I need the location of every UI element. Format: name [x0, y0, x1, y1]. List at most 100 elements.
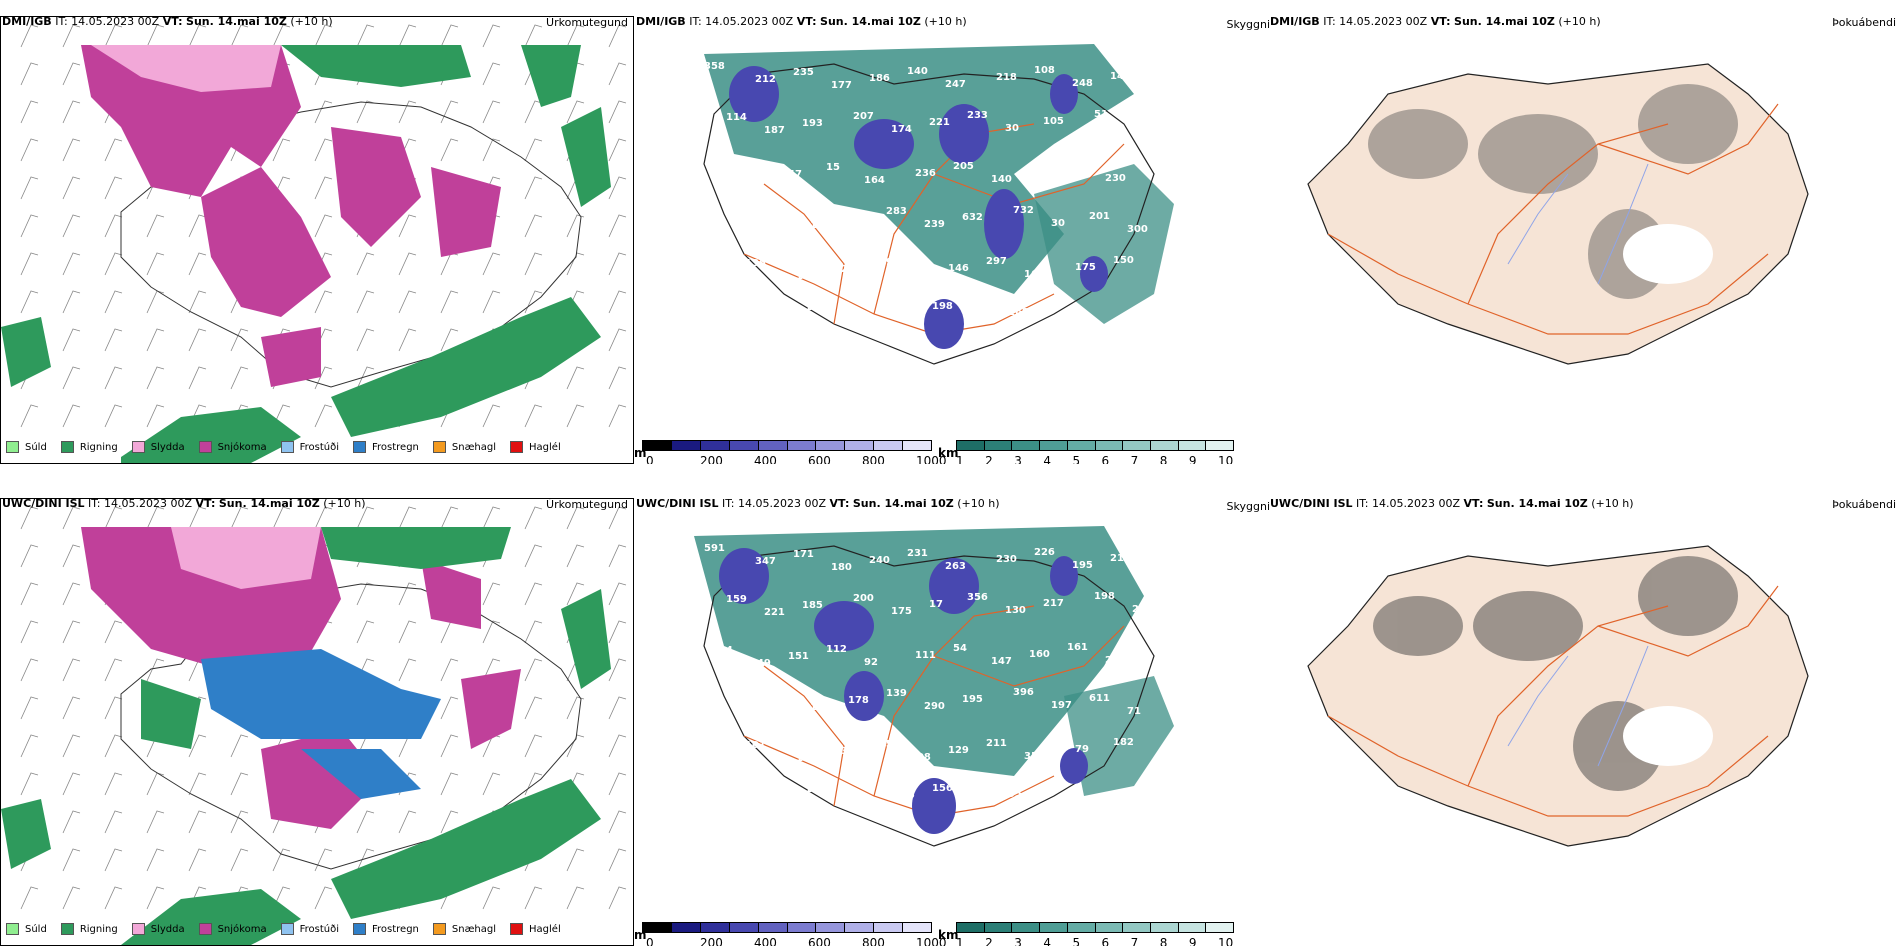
cloudbase-value-label: 230 [1105, 173, 1126, 184]
colorbar-segment [1012, 441, 1041, 450]
cloudbase-value-label: 140 [907, 66, 928, 77]
cloudbase-value-label: 198 [1094, 591, 1115, 602]
cloud-field [694, 526, 1144, 776]
wind-barb [608, 886, 627, 910]
wind-barb [524, 506, 543, 530]
wind-barb [104, 366, 123, 390]
cloudbase-unit: m [634, 928, 647, 942]
colorbar-tick-label: 800 [862, 454, 885, 464]
wind-barb [20, 506, 39, 530]
cloudbase-value-label: 71 [1127, 706, 1141, 717]
sleet-areas [171, 527, 321, 589]
cloudbase-value-label: 195 [1072, 560, 1093, 571]
wind-barb [398, 290, 417, 314]
panel-header: UWC/DINI ISL IT: 14.05.2023 00Z VT: Sun.… [2, 497, 366, 510]
snow-areas [81, 45, 501, 387]
colorbar-segment [671, 923, 701, 932]
cloudbase-value-label: 611 [1089, 693, 1110, 704]
wind-barb [566, 696, 585, 720]
colorbar-segment [1123, 441, 1151, 450]
precip-legend: Súld Rigning Slydda Snjókoma Frostúði Frostre… [6, 923, 575, 935]
wind-barb [188, 24, 207, 48]
cloudbase-value-label: 114 [1046, 320, 1067, 331]
cloudbase-value-label: 197 [1051, 700, 1072, 711]
wind-barb [104, 734, 123, 758]
wind-barb [482, 506, 501, 530]
wind-barb [20, 886, 39, 910]
legend-label: Frostúði [299, 441, 339, 453]
wind-barb [230, 810, 249, 834]
fog-panel-bottom: UWC/DINI ISL IT: 14.05.2023 00Z VT: Sun.… [1268, 494, 1900, 946]
colorbar-tick-label: 10 [1218, 454, 1234, 464]
colorbar-tick-label: 3 [1014, 936, 1022, 946]
cloudbase-value-label: 239 [924, 219, 945, 230]
legend-swatch [198, 923, 212, 935]
wind-barb [188, 810, 207, 834]
legend-label: Frostregn [372, 923, 419, 935]
cloudbase-value-label: 109 [805, 302, 826, 313]
wind-barb [62, 734, 81, 758]
legend-item: Frostregn [353, 923, 419, 935]
colorbar-tick-label: 10 [1218, 936, 1234, 946]
cloudbase-value-label: 198 [932, 301, 953, 312]
colorbar-segment [874, 441, 904, 450]
wind-barb [188, 366, 207, 390]
legend-item: Súld [6, 441, 47, 453]
wind-barb [608, 404, 627, 428]
colorbar-segment [1040, 923, 1068, 932]
wind-barb [440, 328, 459, 352]
wind-barb [608, 582, 627, 606]
wind-barb [440, 734, 459, 758]
cloudbase-value-label: 591 [704, 543, 725, 554]
cloudbase-value-label: 161 [1067, 642, 1088, 653]
cloudbase-value-label: 159 [726, 594, 747, 605]
legend-label: Snjókoma [217, 441, 267, 453]
colorbar-tick-label: 5 [1072, 454, 1081, 464]
wind-barb [566, 886, 585, 910]
cloudbase-value-label: 81 [1132, 122, 1146, 133]
colorbar-tick-label: 2 [985, 454, 993, 464]
cloudbase-value-label: 150 [1113, 255, 1134, 266]
cloudbase-value-label: 175 [891, 606, 912, 617]
wind-barb [104, 214, 123, 238]
wind-barb [314, 214, 333, 238]
cloudbase-value-label: 732 [1013, 205, 1034, 216]
wind-barb [146, 214, 165, 238]
wind-barb [440, 772, 459, 796]
legend-label: Haglél [529, 923, 561, 935]
colorbar-segment [1067, 441, 1096, 450]
wind-barb [566, 582, 585, 606]
wind-barb [608, 658, 627, 682]
wind-barb [62, 544, 81, 568]
wind-barb [230, 848, 249, 872]
cloudbase-value-label: 227 [767, 791, 788, 802]
legend-item: Haglél [510, 441, 561, 453]
legend-item: Frostregn [353, 441, 419, 453]
cloudbase-labels: 358 212 235 177 186 140 247 218 108 248 146 114 187 1… [704, 61, 1148, 331]
wind-barb [524, 138, 543, 162]
cloudbase-value-label: 385 [734, 696, 755, 707]
wind-barb [146, 404, 165, 428]
wind-barb [398, 582, 417, 606]
colorbar-tick-label: 400 [754, 454, 777, 464]
rivers [1507, 645, 1649, 767]
panel-title-precip: Úrkomutegund [546, 16, 628, 29]
wind-barb [482, 62, 501, 86]
cloudbase-value-label: 175 [1075, 262, 1096, 273]
legend-label: Rigning [79, 441, 118, 453]
wind-barb [188, 772, 207, 796]
cloudbase-value-label: 117 [810, 702, 831, 713]
wind-barb [608, 772, 627, 796]
cloudbase-value-label: 169 [1024, 269, 1045, 280]
colorbar-segment [845, 441, 875, 450]
legend-label: Súld [25, 923, 47, 935]
legend-swatch [280, 441, 294, 453]
wind-barb [146, 328, 165, 352]
wind-barb [62, 810, 81, 834]
cloudbase-value-label: 11 [848, 213, 862, 224]
wind-barb [20, 544, 39, 568]
wind-barb [62, 62, 81, 86]
legend-swatch [510, 923, 524, 935]
cloudbase-value-label: 221 [764, 607, 785, 618]
cloudbase-value-label: 231 [907, 548, 928, 559]
